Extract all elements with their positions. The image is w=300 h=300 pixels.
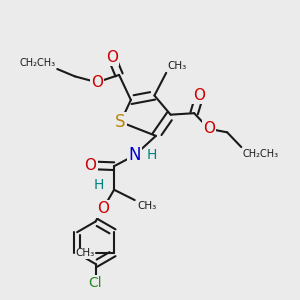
Text: H: H (93, 178, 104, 192)
Text: S: S (115, 113, 126, 131)
Text: CH₂CH₃: CH₂CH₃ (243, 148, 279, 158)
Text: CH₃: CH₃ (168, 61, 187, 71)
Text: CH₃: CH₃ (137, 201, 156, 211)
Text: CH₃: CH₃ (75, 248, 94, 258)
Text: Cl: Cl (89, 276, 102, 290)
Text: N: N (128, 146, 141, 164)
Text: O: O (106, 50, 118, 65)
Text: CH₂CH₃: CH₂CH₃ (20, 58, 56, 68)
Text: H: H (147, 148, 158, 162)
Text: O: O (85, 158, 97, 173)
Text: O: O (203, 121, 215, 136)
Text: O: O (91, 75, 103, 90)
Text: O: O (194, 88, 206, 103)
Text: O: O (97, 201, 109, 216)
